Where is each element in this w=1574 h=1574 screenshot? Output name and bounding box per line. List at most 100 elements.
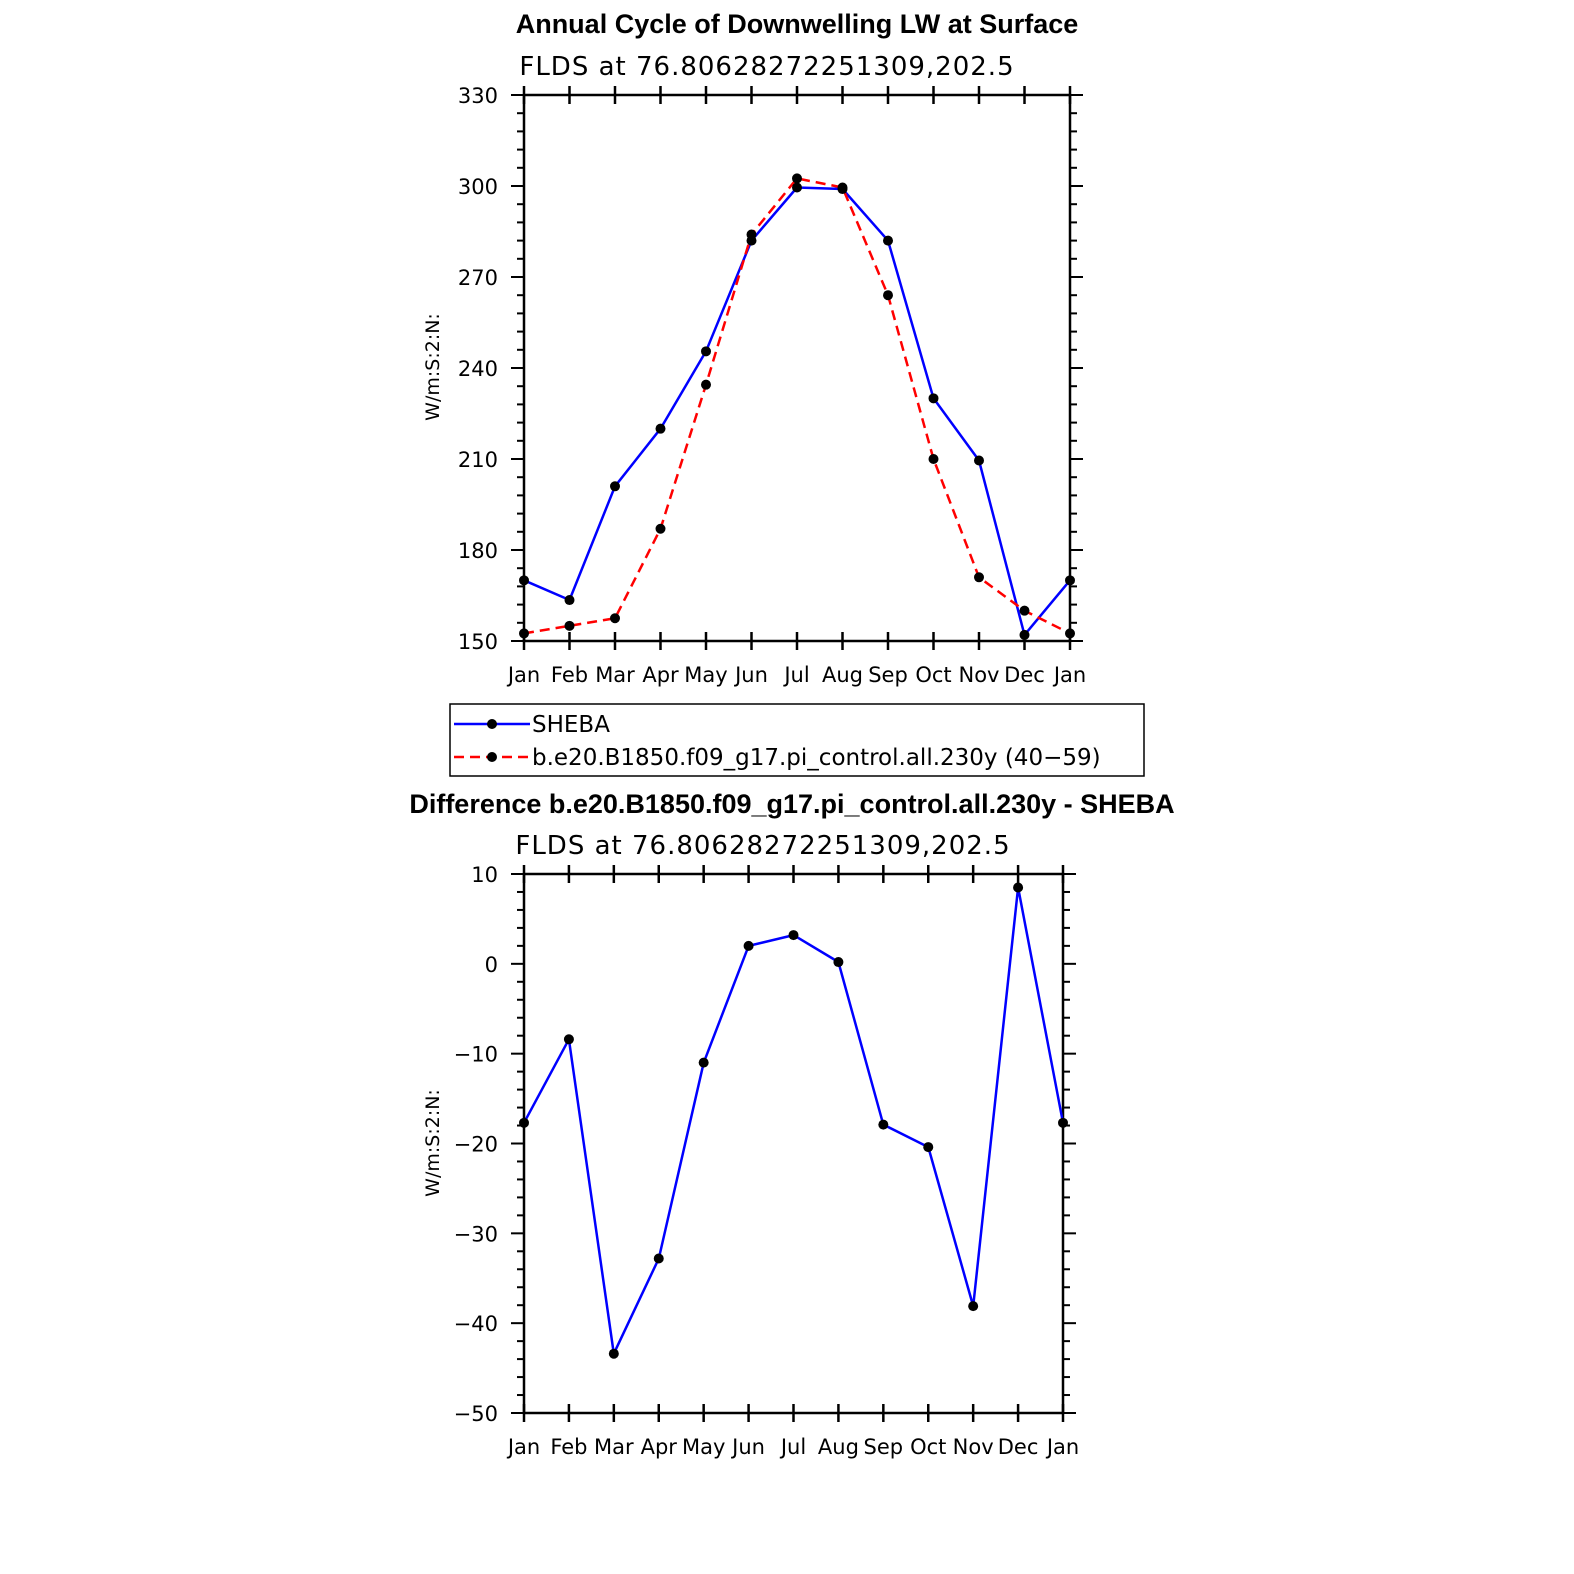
x-tick-label: Jan (1052, 663, 1086, 687)
x-tick-label: May (682, 1435, 725, 1459)
data-point (968, 1301, 979, 1312)
x-tick-label: Feb (550, 1435, 587, 1459)
data-point (1065, 575, 1075, 586)
y-tick-label: 10 (471, 863, 498, 887)
x-tick-label: Jul (779, 1435, 806, 1459)
y-tick-label: 330 (458, 84, 498, 108)
chart-subtitle: FLDS at 76.80628272251309,202.5 (519, 52, 1014, 82)
y-axis-label: W/m:S:2:N: (422, 313, 444, 421)
data-point (792, 173, 802, 184)
y-tick-label: −20 (454, 1133, 498, 1157)
x-tick-label: Dec (998, 1435, 1039, 1459)
x-tick-label: Sep (864, 1435, 904, 1459)
y-tick-label: 300 (458, 175, 498, 199)
x-tick-label: Oct (915, 663, 951, 687)
x-tick-label: Dec (1004, 663, 1045, 687)
y-tick-label: 150 (458, 630, 498, 654)
legend-box (449, 703, 1145, 777)
x-tick-label: Jun (730, 1435, 765, 1459)
series-line-0 (522, 886, 1065, 1355)
y-tick-label: −40 (454, 1312, 498, 1336)
data-point (743, 940, 754, 951)
x-tick-label: Jan (506, 663, 540, 687)
y-tick-label: 270 (458, 266, 498, 290)
x-tick-label: Jul (782, 663, 809, 687)
x-tick-label: Aug (818, 1435, 859, 1459)
data-point (519, 1117, 529, 1128)
legend-swatch-marker (487, 719, 497, 729)
data-point (564, 620, 575, 631)
data-point (655, 423, 666, 434)
data-point (883, 290, 893, 301)
x-tick-labels: Jan Feb Mar Apr May Jun Jul Aug Sep Oct Nov Dec Jan (506, 663, 1086, 687)
data-point (792, 182, 802, 193)
data-point (610, 481, 620, 492)
legend-entry-sheba: SHEBA (454, 712, 610, 738)
y-tick-label: −50 (454, 1402, 498, 1426)
data-point (564, 595, 575, 606)
x-tick-label: Feb (551, 663, 588, 687)
chart-subtitle: FLDS at 76.80628272251309,202.5 (515, 831, 1010, 861)
data-point (878, 1119, 889, 1130)
data-point (788, 930, 799, 941)
chart-title: Annual Cycle of Downwelling LW at Surfac… (516, 9, 1079, 39)
data-point (974, 455, 984, 466)
difference-panel: Difference b.e20.B1850.f09_g17.pi_contro… (409, 789, 1174, 1459)
data-point (928, 393, 939, 404)
data-point (1019, 605, 1030, 616)
y-tick-labels: 150 180 210 240 270 300 330 (458, 84, 498, 654)
series-lines (523, 177, 1071, 637)
data-point (837, 182, 848, 193)
y-tick-label: 180 (458, 539, 498, 563)
x-tick-label: Nov (953, 1435, 994, 1459)
data-point (653, 1253, 664, 1264)
data-point (1019, 629, 1030, 640)
data-point (610, 613, 620, 624)
legend-entry-model: b.e20.B1850.f09_g17.pi_control.all.230y … (454, 745, 1101, 771)
data-point (1065, 628, 1075, 639)
data-point (974, 572, 984, 583)
x-tick-label: Nov (959, 663, 1000, 687)
y-tick-label: −10 (454, 1043, 498, 1067)
axis-ticks (511, 865, 1076, 1422)
y-tick-label: 0 (485, 953, 498, 977)
series-markers (519, 882, 1068, 1359)
data-point (1058, 1117, 1068, 1128)
data-point (1013, 882, 1024, 893)
x-tick-label: Apr (641, 1435, 678, 1459)
x-tick-label: Jan (1045, 1435, 1079, 1459)
x-tick-label: Aug (822, 663, 863, 687)
x-tick-label: Apr (642, 663, 679, 687)
y-tick-label: 210 (458, 448, 498, 472)
data-point (746, 229, 757, 240)
y-axis-label: W/m:S:2:N: (422, 1089, 444, 1197)
x-tick-label: Jun (733, 663, 768, 687)
data-point (928, 454, 939, 464)
data-point (833, 957, 844, 968)
x-tick-label: Jan (506, 1435, 540, 1459)
x-tick-label: Sep (868, 663, 908, 687)
x-tick-label: May (684, 663, 727, 687)
data-point (698, 1057, 709, 1068)
data-point (923, 1142, 934, 1153)
legend-swatch-marker (487, 752, 497, 762)
x-tick-label: Mar (595, 663, 635, 687)
series-line-0 (523, 186, 1071, 637)
data-point (883, 235, 893, 246)
plot-frame (522, 872, 1065, 1415)
series-markers (519, 173, 1075, 640)
data-point (655, 523, 666, 534)
chart-title: Difference b.e20.B1850.f09_g17.pi_contro… (409, 789, 1174, 819)
x-tick-label: Mar (594, 1435, 634, 1459)
axis-ticks (511, 86, 1083, 650)
y-tick-labels: −50 −40 −30 −20 −10 0 10 (454, 863, 498, 1426)
annual-cycle-panel: Annual Cycle of Downwelling LW at Surfac… (422, 9, 1086, 687)
y-tick-label: 240 (458, 357, 498, 381)
x-tick-labels: Jan Feb Mar Apr May Jun Jul Aug Sep Oct Nov Dec Jan (506, 1435, 1079, 1459)
x-tick-label: Oct (910, 1435, 946, 1459)
data-point (519, 628, 529, 639)
legend-label: b.e20.B1850.f09_g17.pi_control.all.230y … (532, 745, 1101, 771)
legend-label: SHEBA (532, 712, 610, 738)
data-point (608, 1348, 619, 1359)
